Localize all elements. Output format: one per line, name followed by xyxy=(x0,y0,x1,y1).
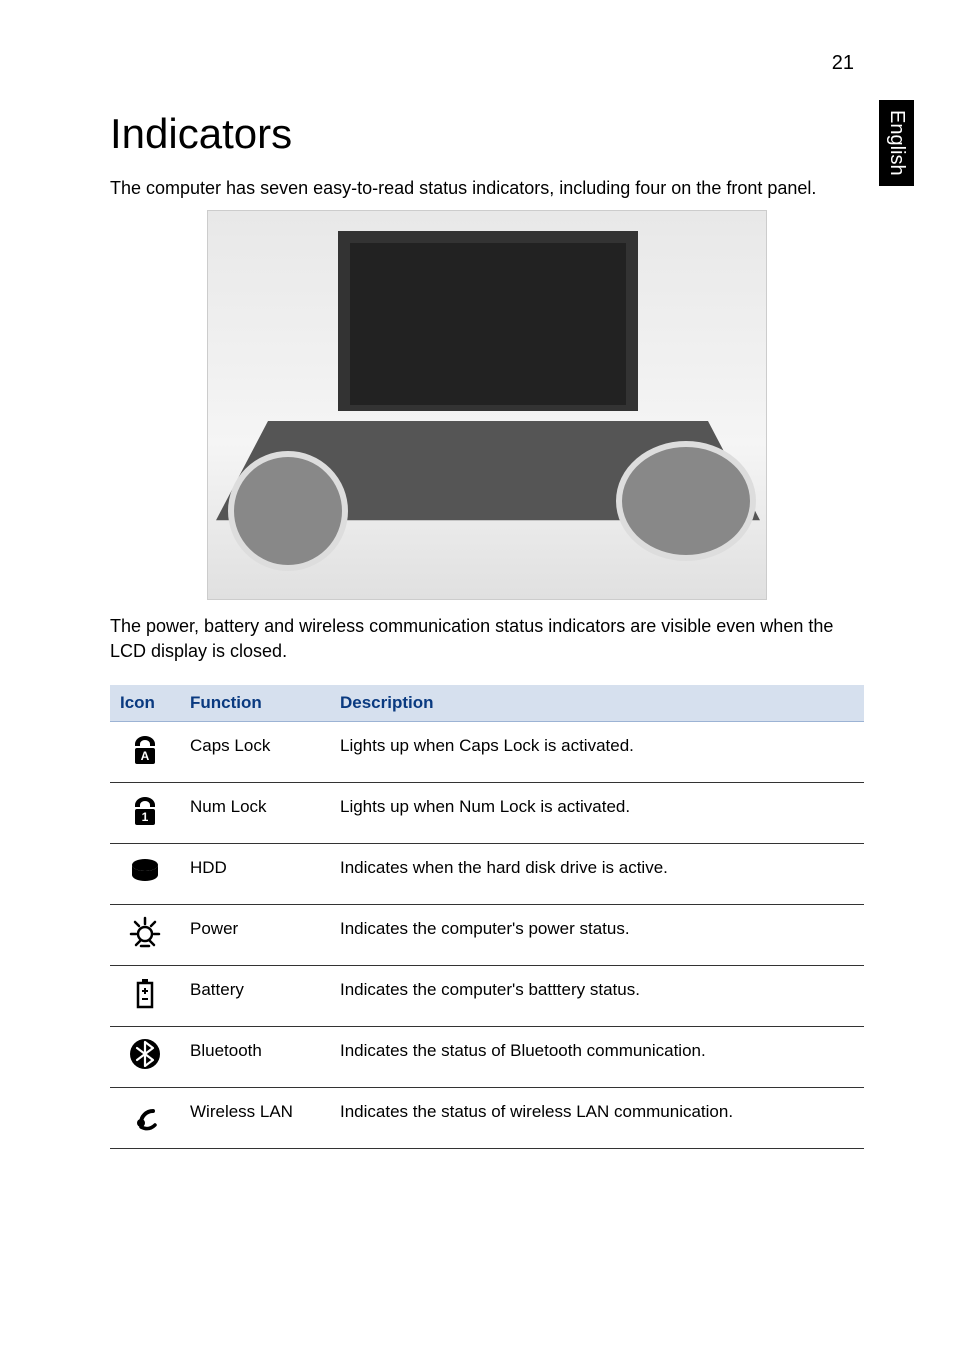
table-row: Wireless LAN Indicates the status of wir… xyxy=(110,1087,864,1148)
icon-cell xyxy=(110,1087,180,1148)
caption-paragraph: The power, battery and wireless communic… xyxy=(110,614,864,663)
function-cell: Wireless LAN xyxy=(180,1087,330,1148)
battery-icon xyxy=(127,975,163,1011)
function-cell: Bluetooth xyxy=(180,1026,330,1087)
function-cell: Caps Lock xyxy=(180,721,330,782)
table-row: 1 Num Lock Lights up when Num Lock is ac… xyxy=(110,782,864,843)
icon-cell: 1 xyxy=(110,782,180,843)
laptop-figure xyxy=(110,210,864,600)
laptop-image-placeholder xyxy=(207,210,767,600)
table-row: A Caps Lock Lights up when Caps Lock is … xyxy=(110,721,864,782)
icon-cell: A xyxy=(110,721,180,782)
page-number: 21 xyxy=(832,52,854,75)
function-cell: Power xyxy=(180,904,330,965)
svg-text:1: 1 xyxy=(142,810,149,824)
table-row: HDD Indicates when the hard disk drive i… xyxy=(110,843,864,904)
header-function: Function xyxy=(180,685,330,722)
power-icon xyxy=(127,914,163,950)
header-description: Description xyxy=(330,685,864,722)
icon-cell xyxy=(110,904,180,965)
icon-cell xyxy=(110,965,180,1026)
table-header-row: Icon Function Description xyxy=(110,685,864,722)
function-cell: Battery xyxy=(180,965,330,1026)
description-cell: Indicates the computer's batttery status… xyxy=(330,965,864,1026)
icon-cell xyxy=(110,1026,180,1087)
description-cell: Indicates the computer's power status. xyxy=(330,904,864,965)
indicators-table: Icon Function Description A Caps Lock Li… xyxy=(110,685,864,1149)
description-cell: Lights up when Num Lock is activated. xyxy=(330,782,864,843)
icon-cell xyxy=(110,843,180,904)
description-cell: Indicates when the hard disk drive is ac… xyxy=(330,843,864,904)
function-cell: Num Lock xyxy=(180,782,330,843)
description-cell: Indicates the status of wireless LAN com… xyxy=(330,1087,864,1148)
language-tab: English xyxy=(879,100,914,186)
num-lock-icon: 1 xyxy=(127,792,163,828)
wireless-lan-icon xyxy=(127,1097,163,1133)
table-row: Bluetooth Indicates the status of Blueto… xyxy=(110,1026,864,1087)
hdd-icon xyxy=(127,853,163,889)
description-cell: Lights up when Caps Lock is activated. xyxy=(330,721,864,782)
description-cell: Indicates the status of Bluetooth commun… xyxy=(330,1026,864,1087)
header-icon: Icon xyxy=(110,685,180,722)
table-row: Battery Indicates the computer's battter… xyxy=(110,965,864,1026)
intro-paragraph: The computer has seven easy-to-read stat… xyxy=(110,176,864,200)
table-row: Power Indicates the computer's power sta… xyxy=(110,904,864,965)
function-cell: HDD xyxy=(180,843,330,904)
caps-lock-icon: A xyxy=(127,731,163,767)
page-title: Indicators xyxy=(110,110,864,158)
svg-text:A: A xyxy=(141,749,150,763)
bluetooth-icon xyxy=(127,1036,163,1072)
